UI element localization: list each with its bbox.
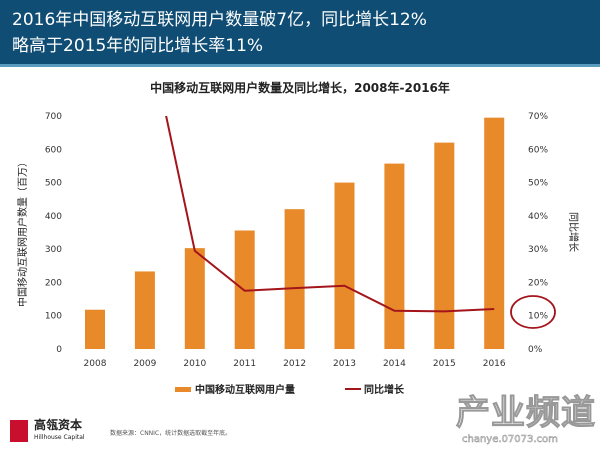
y2-tick-label: 10% [528,312,548,322]
header-banner: 2016年中国移动互联网用户数量破7亿，同比增长12% 略高于2015年的同比增… [0,0,600,67]
y2-tick-label: 60% [528,145,548,155]
x-tick-label: 2015 [433,359,456,369]
watermark: 产业频道 [456,393,596,433]
y-axis-label: 中国移动互联网用户数量（百万） [16,157,29,307]
y-tick-label: 0 [56,345,62,355]
y2-tick-label: 30% [528,245,548,255]
y2-tick-label: 0% [528,345,543,355]
chart-title: 中国移动互联网用户数量及同比增长，2008年-2016年 [150,80,450,95]
brand-cn: 高瓴资本 [34,418,83,432]
hillhouse-logo [10,420,28,442]
watermark-url: chanye.07073.com [462,434,558,446]
legend-bar-swatch [175,387,191,392]
x-tick-label: 2014 [383,359,406,369]
legend-line-label: 同比增长 [364,383,405,396]
y-tick-label: 200 [45,278,62,288]
y2-tick-label: 20% [528,278,548,288]
y2-tick-label: 50% [528,179,548,189]
bar [184,248,205,349]
y2-axis-label: 同比增长 [567,212,580,252]
bar [134,271,155,349]
y2-tick-label: 70% [528,112,548,122]
y-tick-label: 400 [45,212,62,222]
bar [284,209,305,349]
x-tick-label: 2010 [183,359,206,369]
y-tick-label: 300 [45,245,62,255]
x-tick-label: 2009 [133,359,156,369]
y-tick-label: 500 [45,179,62,189]
x-tick-label: 2012 [283,359,306,369]
x-tick-label: 2016 [483,359,506,369]
x-tick-label: 2008 [84,359,107,369]
x-tick-label: 2013 [333,359,356,369]
y-tick-label: 100 [45,312,62,322]
headline-1: 2016年中国移动互联网用户数量破7亿，同比增长12% [12,10,427,30]
bar [334,182,355,349]
x-tick-label: 2011 [233,359,256,369]
y2-tick-label: 40% [528,212,548,222]
bar [434,142,455,349]
bar [384,163,405,349]
y-tick-label: 600 [45,145,62,155]
headline-2: 略高于2015年的同比增长率11% [12,36,264,56]
growth-line [165,116,495,313]
y-tick-label: 700 [45,112,62,122]
bar [484,117,505,350]
bar [85,309,105,349]
legend-bar-label: 中国移动互联网用户量 [195,383,295,396]
highlight-circle [510,295,556,329]
brand-en: Hillhouse Capital [34,434,85,441]
data-source: 数据来源：CNNIC，统计数据选取截至年底。 [110,430,232,437]
